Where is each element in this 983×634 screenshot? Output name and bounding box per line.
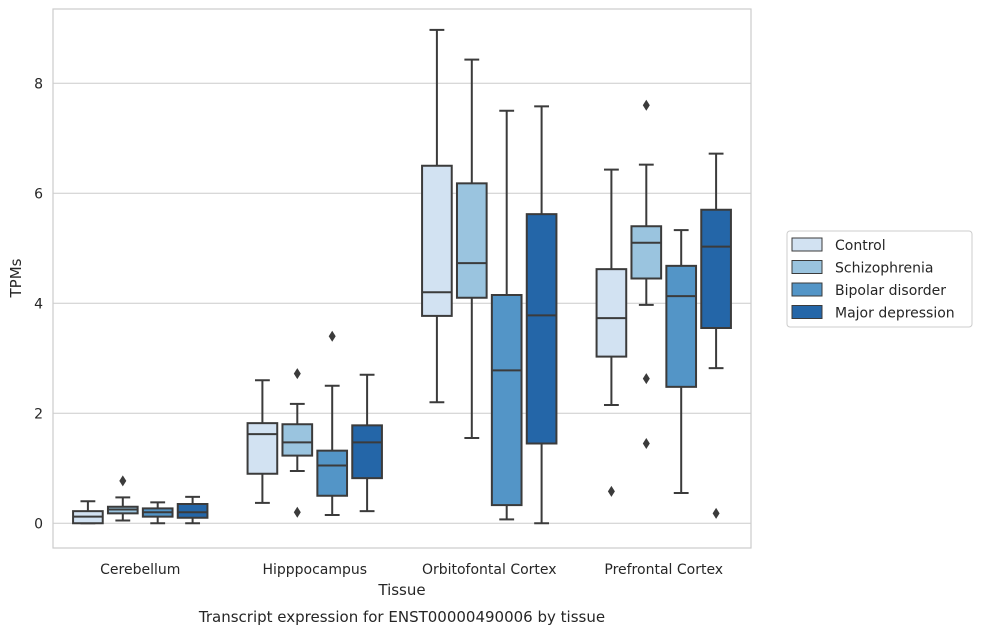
legend-label: Schizophrenia	[835, 261, 933, 277]
box	[281, 368, 314, 518]
box	[141, 501, 174, 525]
box	[665, 229, 698, 494]
outlier-point	[642, 99, 650, 111]
box	[246, 379, 279, 504]
box	[630, 99, 663, 449]
y-axis-label: TPMs	[7, 258, 25, 298]
y-tick-label: 2	[34, 406, 43, 422]
box-body	[176, 503, 209, 519]
legend-swatch	[791, 260, 823, 274]
legend-label: Control	[835, 238, 886, 254]
box	[316, 330, 349, 516]
outlier-point	[328, 330, 336, 342]
box-body	[455, 182, 488, 299]
legend-swatch	[791, 305, 823, 319]
y-tick-label: 0	[34, 516, 43, 532]
box-body	[525, 213, 558, 445]
chart-caption: Transcript expression for ENST0000049000…	[198, 608, 605, 626]
outlier-point	[642, 438, 650, 449]
box-body	[595, 268, 628, 358]
box	[72, 500, 104, 525]
plot-frame	[52, 8, 752, 549]
x-axis-label: Tissue	[377, 581, 425, 599]
box	[176, 495, 209, 525]
box	[700, 152, 732, 519]
box-body	[281, 423, 314, 457]
y-tick-label: 4	[34, 296, 43, 312]
y-gridlines	[53, 82, 751, 524]
box-body	[700, 208, 732, 329]
legend-label: Bipolar disorder	[835, 283, 946, 299]
box-body	[316, 449, 349, 497]
box-body	[246, 422, 279, 475]
x-tick-label: Orbitofontal Cortex	[422, 562, 557, 578]
outlier-point	[293, 506, 301, 518]
box	[490, 109, 523, 521]
outlier-point	[293, 368, 301, 380]
legend-swatch	[791, 282, 823, 297]
box	[455, 58, 488, 439]
box-body	[490, 294, 523, 507]
box	[595, 168, 628, 497]
box-series	[72, 28, 732, 525]
box	[421, 28, 453, 404]
legend-swatch	[791, 237, 823, 252]
outlier-point	[607, 485, 615, 497]
x-tick-label: Hipppocampus	[262, 562, 367, 578]
x-tick-labels: Cerebellum Hipppocampus Orbitofontal Corte…	[100, 562, 723, 578]
box-body	[351, 424, 383, 480]
box-body	[665, 264, 698, 388]
y-tick-label: 8	[34, 76, 43, 92]
x-tick-label: Cerebellum	[100, 562, 180, 578]
x-tick-label: Prefrontal Cortex	[604, 562, 723, 578]
box	[525, 105, 558, 525]
y-tick-label: 6	[34, 186, 43, 202]
legend: Control Schizophrenia Bipolar disorder Majo…	[786, 230, 973, 328]
y-tick-labels: 0 2 4 6 8	[34, 76, 43, 532]
box-body	[630, 225, 663, 280]
outlier-point	[119, 475, 127, 487]
box	[106, 475, 139, 522]
box	[351, 373, 383, 513]
outlier-point	[712, 507, 720, 519]
outlier-point	[642, 373, 650, 385]
legend-frame	[786, 230, 973, 328]
legend-label: Major depression	[835, 306, 955, 322]
box-body	[421, 164, 453, 317]
